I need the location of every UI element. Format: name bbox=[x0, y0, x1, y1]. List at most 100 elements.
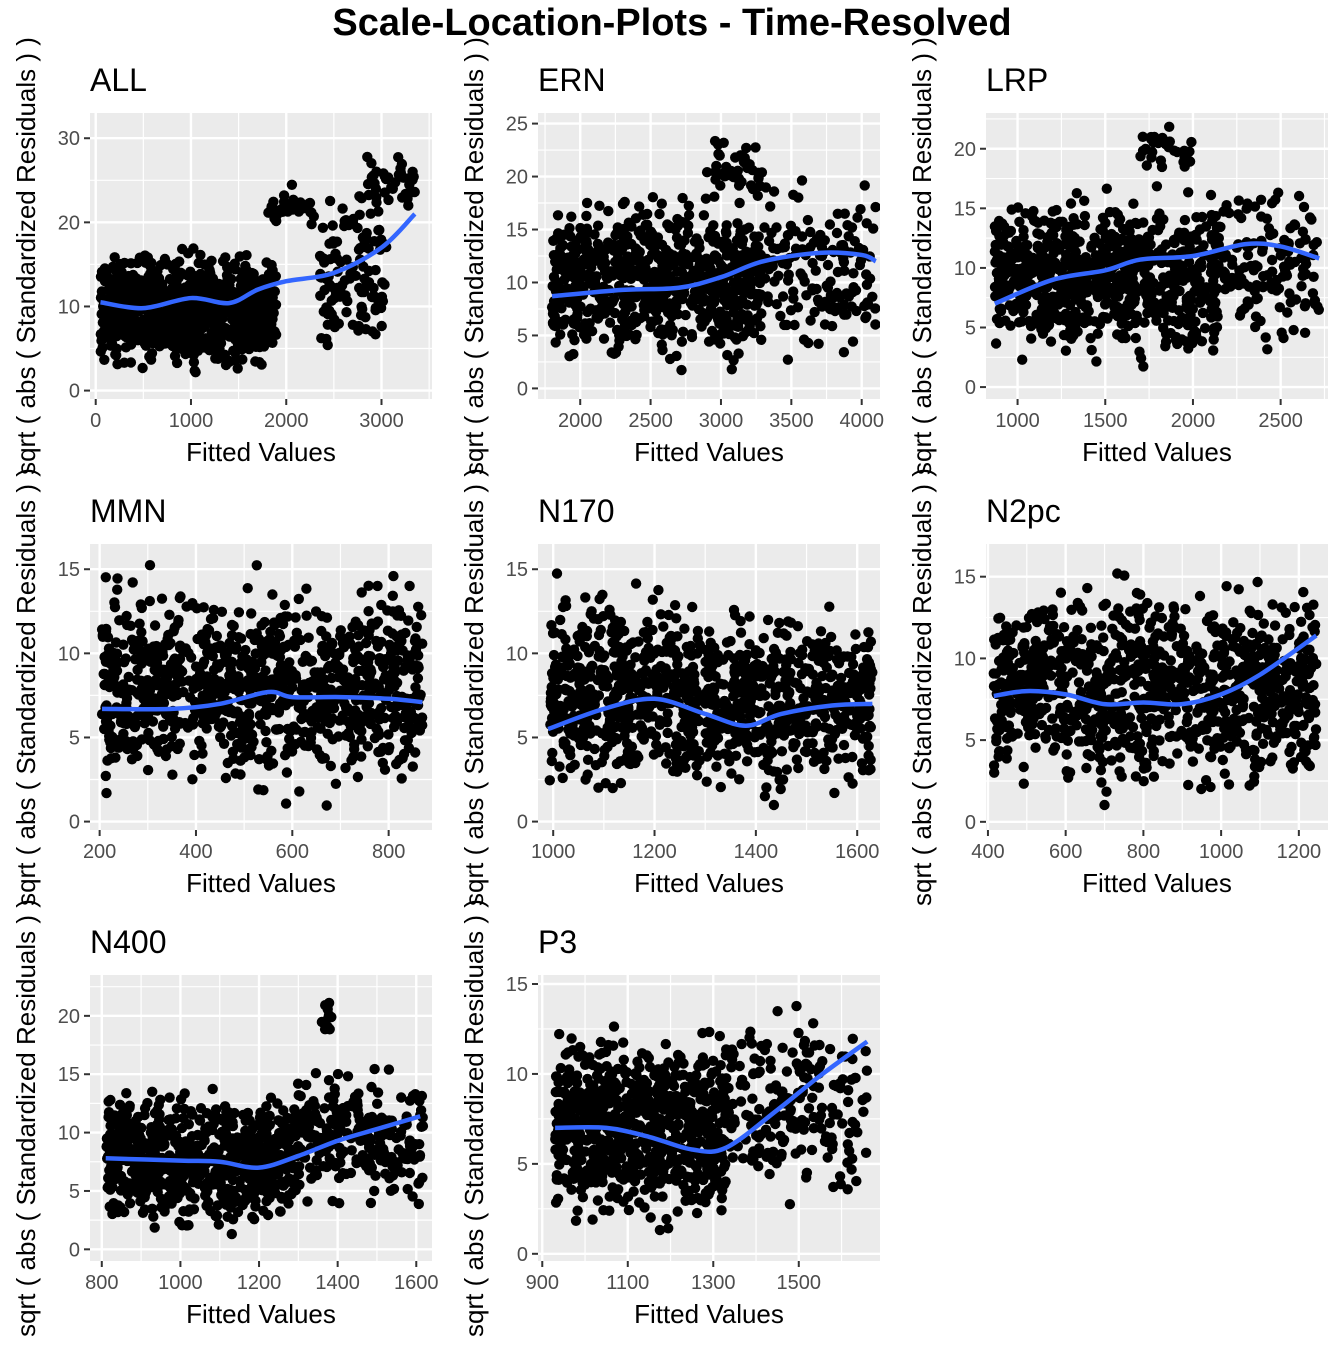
data-point bbox=[719, 138, 729, 148]
data-point bbox=[316, 667, 326, 677]
data-point bbox=[416, 610, 426, 620]
data-point bbox=[1014, 217, 1024, 227]
data-point bbox=[180, 282, 190, 292]
data-point bbox=[114, 743, 124, 753]
data-point bbox=[841, 309, 851, 319]
data-point bbox=[261, 737, 271, 747]
data-point bbox=[672, 276, 682, 286]
data-point bbox=[1154, 308, 1164, 318]
data-point bbox=[1119, 247, 1129, 257]
data-point bbox=[870, 202, 880, 212]
y-tick-label: 20 bbox=[506, 167, 528, 189]
data-point bbox=[571, 242, 581, 252]
data-point bbox=[839, 266, 849, 276]
data-point bbox=[369, 236, 379, 246]
data-point bbox=[335, 686, 345, 696]
data-point bbox=[1072, 290, 1082, 300]
data-point bbox=[1042, 237, 1052, 247]
data-point bbox=[150, 620, 160, 630]
data-point bbox=[769, 186, 779, 196]
data-point bbox=[594, 646, 604, 656]
data-point bbox=[157, 594, 167, 604]
data-point bbox=[772, 299, 782, 309]
data-point bbox=[181, 643, 191, 653]
data-point bbox=[361, 702, 371, 712]
data-point bbox=[829, 788, 839, 798]
data-point bbox=[710, 167, 720, 177]
y-tick-label: 15 bbox=[506, 559, 528, 581]
data-point bbox=[1072, 188, 1082, 198]
data-point bbox=[1075, 258, 1085, 268]
data-point bbox=[803, 338, 813, 348]
data-point bbox=[1258, 282, 1268, 292]
data-point bbox=[215, 640, 225, 650]
x-axis-label: Fitted Values bbox=[634, 437, 784, 467]
data-point bbox=[266, 636, 276, 646]
data-point bbox=[555, 667, 565, 677]
data-point bbox=[356, 751, 366, 761]
data-point bbox=[354, 724, 364, 734]
data-point bbox=[246, 742, 256, 752]
data-point bbox=[246, 608, 256, 618]
data-point bbox=[653, 747, 663, 757]
data-point bbox=[290, 612, 300, 622]
data-point bbox=[196, 764, 206, 774]
data-point bbox=[783, 355, 793, 365]
data-point bbox=[1291, 294, 1301, 304]
data-point bbox=[221, 773, 231, 783]
data-point bbox=[686, 641, 696, 651]
data-point bbox=[676, 365, 686, 375]
data-point bbox=[572, 313, 582, 323]
data-point bbox=[370, 733, 380, 743]
data-point bbox=[400, 662, 410, 672]
data-point bbox=[581, 245, 591, 255]
data-point bbox=[249, 269, 259, 279]
data-point bbox=[671, 613, 681, 623]
data-point bbox=[657, 345, 667, 355]
data-point bbox=[1093, 329, 1103, 339]
data-point bbox=[403, 173, 413, 183]
data-point bbox=[673, 652, 683, 662]
data-point bbox=[671, 753, 681, 763]
data-point bbox=[580, 592, 590, 602]
data-point bbox=[284, 734, 294, 744]
data-point bbox=[572, 304, 582, 314]
x-tick-label: 200 bbox=[83, 841, 116, 863]
data-point bbox=[658, 329, 668, 339]
data-point bbox=[759, 633, 769, 643]
data-point bbox=[614, 629, 624, 639]
data-point bbox=[110, 752, 120, 762]
data-point bbox=[578, 732, 588, 742]
data-point bbox=[205, 285, 215, 295]
x-axis-label: Fitted Values bbox=[1082, 437, 1232, 467]
data-point bbox=[383, 672, 393, 682]
data-point bbox=[732, 218, 742, 228]
data-point bbox=[1300, 301, 1310, 311]
data-point bbox=[207, 714, 217, 724]
data-point bbox=[187, 327, 197, 337]
data-point bbox=[677, 267, 687, 277]
data-point bbox=[599, 307, 609, 317]
data-point bbox=[549, 698, 559, 708]
data-point bbox=[197, 320, 207, 330]
y-tick-label: 15 bbox=[954, 198, 976, 220]
data-point bbox=[1131, 333, 1141, 343]
data-point bbox=[635, 225, 645, 235]
data-point bbox=[721, 228, 731, 238]
data-point bbox=[389, 722, 399, 732]
data-point bbox=[678, 327, 688, 337]
data-point bbox=[780, 242, 790, 252]
data-point bbox=[254, 338, 264, 348]
data-point bbox=[674, 737, 684, 747]
x-tick-label: 2000 bbox=[264, 410, 309, 432]
data-point bbox=[686, 696, 696, 706]
data-point bbox=[327, 638, 337, 648]
data-point bbox=[199, 602, 209, 612]
data-point bbox=[1134, 347, 1144, 357]
data-point bbox=[333, 731, 343, 741]
data-point bbox=[1312, 237, 1322, 247]
data-point bbox=[554, 281, 564, 291]
data-point bbox=[1236, 306, 1246, 316]
data-point bbox=[1126, 309, 1136, 319]
data-point bbox=[1306, 214, 1316, 224]
